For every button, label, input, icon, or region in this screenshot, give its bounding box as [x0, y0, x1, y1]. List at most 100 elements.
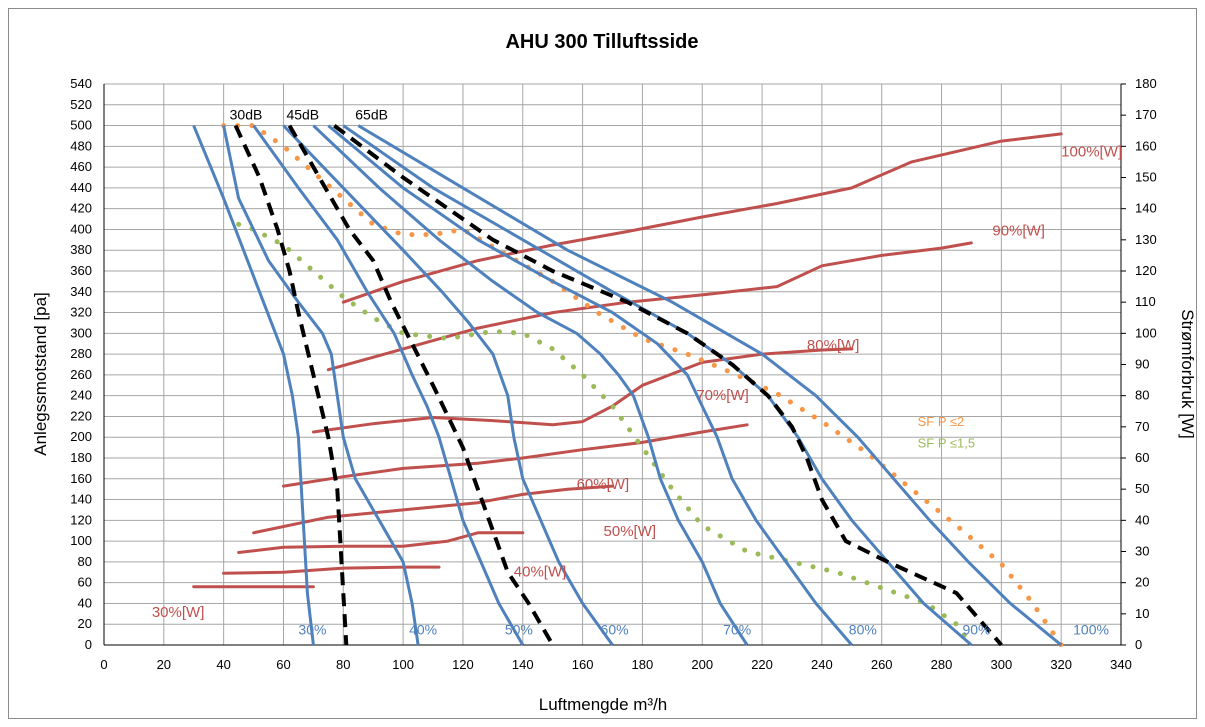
power-curve [311, 347, 854, 434]
y-tick-label: 280 [70, 346, 92, 361]
x-tick-label: 320 [1050, 657, 1072, 672]
y-tick-label: 20 [78, 616, 92, 631]
y-tick-label: 360 [70, 263, 92, 278]
x-tick-label: 340 [1110, 657, 1132, 672]
power-curve [282, 423, 749, 488]
y-tick-label: 380 [70, 242, 92, 257]
fan_curves-label: 80% [849, 622, 877, 638]
y-tick-label: 60 [78, 575, 92, 590]
y2-tick-label: 90 [1135, 357, 1149, 372]
y2-tick-label: 0 [1135, 637, 1142, 652]
power_curves-label: 80%[W] [807, 337, 860, 354]
noise-curve [333, 124, 1003, 647]
x-tick-label: 100 [392, 657, 414, 672]
fan-curve [192, 125, 315, 646]
x-tick-label: 40 [216, 657, 230, 672]
y2-tick-label: 60 [1135, 450, 1149, 465]
fan_curves-label: 40% [409, 622, 437, 638]
x-tick-label: 220 [751, 657, 773, 672]
x-tick-label: 280 [931, 657, 953, 672]
y-tick-label: 40 [78, 595, 92, 610]
y-tick-label: 420 [70, 201, 92, 216]
y-tick-label: 200 [70, 429, 92, 444]
fan_curves-label: 90% [962, 622, 990, 638]
x-tick-label: 20 [157, 657, 171, 672]
x-tick-label: 240 [811, 657, 833, 672]
x-tick-label: 160 [572, 657, 594, 672]
sfp-curves [221, 123, 1064, 648]
y-tick-label: 0 [85, 637, 92, 652]
y2-tick-label: 180 [1135, 76, 1157, 91]
y2-tick-label: 110 [1135, 294, 1156, 309]
x-tick-label: 180 [632, 657, 654, 672]
y-tick-label: 100 [70, 533, 92, 548]
fan_curves-label: 60% [601, 622, 629, 638]
noise_curves-label: 30dB [230, 106, 263, 122]
power-curve [252, 484, 614, 535]
x-tick-label: 80 [336, 657, 350, 672]
axes: 0 20 40 60 80 100 120 140 160 180 200 220 240 260 280 3… [70, 76, 1156, 672]
fan_curves-label: 30% [298, 622, 326, 638]
fan-curve [252, 124, 525, 646]
x-axis-label: Luftmengde m³/h [539, 695, 668, 714]
noise-curve [287, 124, 555, 646]
x-tick-label: 300 [991, 657, 1013, 672]
noise_curves-label: 45dB [286, 106, 319, 122]
y-tick-label: 520 [70, 97, 92, 112]
fan-curves [192, 124, 1063, 647]
y-tick-label: 240 [70, 388, 92, 403]
y-tick-label: 160 [70, 471, 92, 486]
power-curve [237, 531, 525, 554]
fan-curve [357, 124, 1063, 647]
y-tick-label: 300 [70, 325, 92, 340]
y-axis-label: Anlegssmotstand [pa] [31, 292, 50, 455]
chart-frame [8, 8, 1197, 719]
y2-tick-label: 50 [1135, 481, 1149, 496]
y2-axis-label: Strømforbruk [W] [1178, 309, 1197, 438]
power_curves-label: 100%[W] [1061, 144, 1122, 161]
power_curves-label: 90%[W] [992, 223, 1045, 240]
y2-tick-label: 120 [1135, 263, 1157, 278]
y-tick-label: 480 [70, 138, 92, 153]
y2-tick-label: 140 [1135, 201, 1157, 216]
noise-curve [233, 124, 349, 646]
power_curves-label: 40%[W] [514, 563, 567, 580]
y2-tick-label: 80 [1135, 388, 1149, 403]
y2-tick-label: 100 [1135, 325, 1157, 340]
fan_curves-label: 100% [1073, 622, 1109, 638]
y-tick-label: 320 [70, 305, 92, 320]
fan-curve [327, 124, 853, 646]
x-tick-label: 0 [100, 657, 107, 672]
y2-tick-label: 30 [1135, 544, 1149, 559]
y-tick-label: 140 [70, 492, 92, 507]
y2-tick-label: 20 [1135, 575, 1149, 590]
sfp-curve [221, 123, 1064, 648]
y-tick-label: 440 [70, 180, 92, 195]
y-tick-label: 460 [70, 159, 92, 174]
x-tick-label: 120 [452, 657, 474, 672]
y-tick-label: 340 [70, 284, 92, 299]
fan_curves-label: 50% [505, 622, 533, 638]
y2-tick-label: 10 [1135, 606, 1149, 621]
y-tick-label: 220 [70, 408, 92, 423]
y2-tick-label: 40 [1135, 512, 1149, 527]
curve-labels: 30%[W] 40%[W] 50%[W] 60%[W] 70%[W] 80%[W] 90%[… [152, 106, 1122, 637]
x-tick-label: 140 [512, 657, 534, 672]
y-tick-label: 120 [70, 512, 92, 527]
sfp-curve [236, 221, 974, 648]
x-tick-label: 60 [276, 657, 290, 672]
power_curves-label: 30%[W] [152, 604, 205, 621]
x-tick-label: 260 [871, 657, 893, 672]
power_curves-label: 50%[W] [604, 523, 657, 540]
sfp_curves-label: SF P ≤2 [918, 414, 965, 429]
y2-tick-label: 160 [1135, 138, 1157, 153]
power-curve [341, 132, 1063, 304]
y-tick-label: 80 [78, 554, 92, 569]
y-tick-label: 500 [70, 118, 92, 133]
power-curve [222, 565, 441, 575]
y-tick-label: 400 [70, 221, 92, 236]
noise-curves [233, 124, 1003, 647]
power-curves [192, 132, 1063, 589]
noise_curves-label: 65dB [355, 106, 388, 122]
y2-tick-label: 150 [1135, 170, 1157, 185]
